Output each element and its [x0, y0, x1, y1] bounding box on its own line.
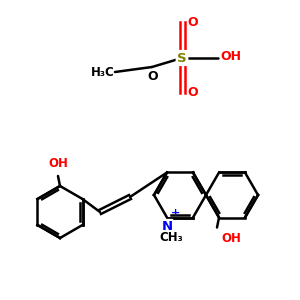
Text: OH: OH: [221, 232, 241, 244]
Text: O: O: [187, 86, 198, 100]
Text: N: N: [161, 220, 172, 232]
Text: OH: OH: [220, 50, 241, 64]
Text: +: +: [171, 208, 181, 218]
Text: O: O: [187, 16, 198, 28]
Text: S: S: [177, 52, 187, 64]
Text: CH₃: CH₃: [159, 230, 183, 244]
Text: OH: OH: [48, 157, 68, 170]
Text: O: O: [148, 70, 158, 83]
Text: H₃C: H₃C: [91, 65, 115, 79]
